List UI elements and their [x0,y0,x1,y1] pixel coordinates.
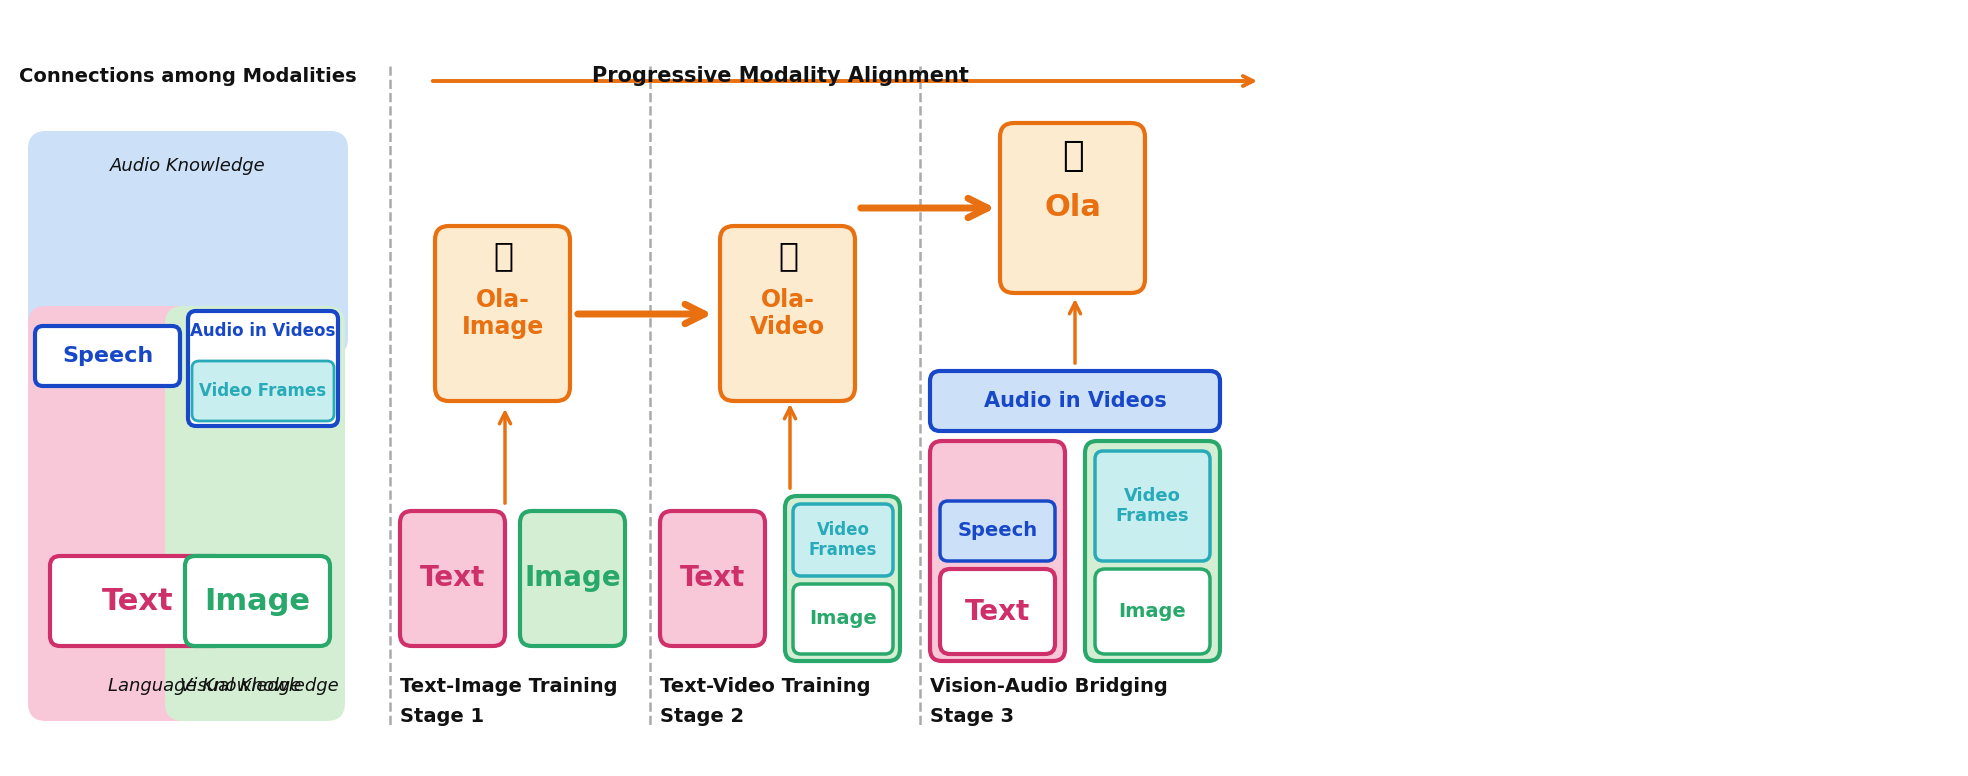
Text: Text-Video Training: Text-Video Training [659,677,870,695]
Text: Speech: Speech [61,346,154,366]
FancyBboxPatch shape [659,511,766,646]
Text: 🔥: 🔥 [1063,139,1084,173]
Text: Text-Image Training: Text-Image Training [400,677,618,695]
FancyBboxPatch shape [793,584,893,654]
Text: Ola-
Image: Ola- Image [461,288,543,339]
Text: Video
Frames: Video Frames [809,521,878,559]
FancyBboxPatch shape [49,556,224,646]
Text: Audio in Videos: Audio in Videos [191,322,337,340]
FancyBboxPatch shape [1000,123,1145,293]
Text: Stage 2: Stage 2 [659,706,744,726]
FancyBboxPatch shape [1094,569,1210,654]
FancyBboxPatch shape [193,361,335,421]
Text: Stage 1: Stage 1 [400,706,484,726]
FancyBboxPatch shape [1094,451,1210,561]
Text: Vision-Audio Bridging: Vision-Audio Bridging [931,677,1167,695]
FancyBboxPatch shape [941,569,1055,654]
Text: Audio Knowledge: Audio Knowledge [110,157,266,175]
Text: Ola: Ola [1045,193,1100,223]
FancyBboxPatch shape [793,504,893,576]
Text: Connections among Modalities: Connections among Modalities [20,67,356,85]
FancyBboxPatch shape [785,496,899,661]
Text: Text: Text [679,564,746,593]
Text: Stage 3: Stage 3 [931,706,1014,726]
FancyBboxPatch shape [520,511,626,646]
Text: Audio in Videos: Audio in Videos [984,391,1167,411]
Text: Text: Text [964,598,1029,625]
FancyBboxPatch shape [931,441,1065,661]
FancyBboxPatch shape [165,306,344,721]
FancyBboxPatch shape [28,306,338,721]
FancyBboxPatch shape [35,326,179,386]
Text: Speech: Speech [958,521,1037,541]
FancyBboxPatch shape [720,226,854,401]
FancyBboxPatch shape [189,311,338,426]
Text: Visual Knowledge: Visual Knowledge [179,677,338,695]
Text: Video Frames: Video Frames [199,382,327,400]
Text: Image: Image [523,564,620,593]
FancyBboxPatch shape [941,501,1055,561]
Text: Image: Image [809,609,878,629]
Text: Language Knowledge: Language Knowledge [108,677,301,695]
Text: Text: Text [102,587,173,615]
Text: Text: Text [419,564,486,593]
Text: Image: Image [1118,602,1187,621]
FancyBboxPatch shape [185,556,331,646]
Text: Ola-
Video: Ola- Video [750,288,825,339]
FancyBboxPatch shape [28,131,348,356]
Text: 🔥: 🔥 [777,240,797,272]
FancyBboxPatch shape [435,226,571,401]
FancyBboxPatch shape [931,371,1220,431]
Text: 🔥: 🔥 [494,240,514,272]
Text: Progressive Modality Alignment: Progressive Modality Alignment [592,66,968,86]
Text: Video
Frames: Video Frames [1116,487,1189,525]
FancyBboxPatch shape [400,511,506,646]
Text: Image: Image [205,587,311,615]
FancyBboxPatch shape [1084,441,1220,661]
